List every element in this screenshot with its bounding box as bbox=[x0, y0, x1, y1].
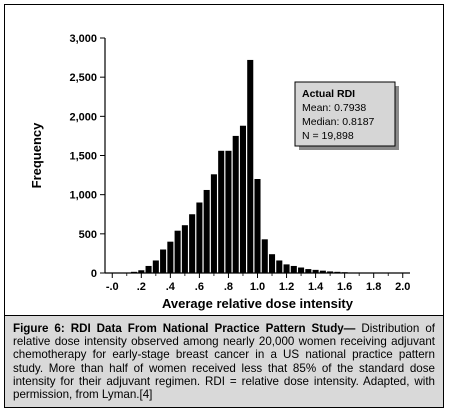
bar bbox=[189, 214, 196, 273]
bar bbox=[298, 267, 305, 273]
bar bbox=[276, 260, 283, 273]
bar bbox=[268, 254, 276, 273]
x-tick-label: .6 bbox=[195, 281, 204, 293]
bar bbox=[319, 270, 326, 273]
stats-box-mean: Mean: 0.7938 bbox=[302, 102, 366, 114]
bar bbox=[232, 135, 239, 273]
y-tick-label: 3,000 bbox=[69, 33, 97, 45]
stats-box-n: N = 19,898 bbox=[302, 130, 354, 142]
x-tick-label: .2 bbox=[137, 281, 146, 293]
y-axis-ticks: 0 500 1,000 1,500 2,000 2,500 3,000 bbox=[69, 33, 105, 280]
x-axis-title: Average relative dose intensity bbox=[162, 296, 354, 311]
y-axis-title: Frequency bbox=[29, 122, 44, 189]
y-tick-label: 2,000 bbox=[69, 111, 97, 123]
y-tick-label: 0 bbox=[91, 268, 97, 280]
bar bbox=[290, 265, 297, 273]
y-tick-label: 1,500 bbox=[69, 151, 97, 163]
x-tick-label: 1.0 bbox=[250, 281, 265, 293]
bar bbox=[327, 271, 334, 273]
bar bbox=[312, 269, 319, 273]
bar bbox=[174, 230, 181, 273]
x-axis-ticks: -.0 .2 .4 .6 .8 1.0 1.2 1.4 1.6 1.8 2.0 bbox=[106, 273, 410, 293]
bar bbox=[218, 150, 225, 273]
y-tick-label: 1,000 bbox=[69, 190, 97, 202]
bar bbox=[167, 241, 174, 273]
bar bbox=[203, 189, 210, 273]
bar bbox=[160, 249, 167, 273]
x-tick-label: 2.0 bbox=[395, 281, 410, 293]
figure-panel: 0 500 1,000 1,500 2,000 2,500 3,000 -.0 .2 .4 .6.… bbox=[4, 4, 444, 316]
bar bbox=[239, 125, 247, 273]
x-tick-label: .4 bbox=[166, 281, 176, 293]
bar bbox=[181, 225, 188, 273]
bar bbox=[152, 260, 159, 273]
bar bbox=[210, 174, 217, 273]
stats-box-title: Actual RDI bbox=[302, 88, 355, 100]
y-tick-label: 2,500 bbox=[69, 72, 97, 84]
x-tick-label: 1.4 bbox=[308, 281, 324, 293]
bar bbox=[283, 264, 290, 273]
x-tick-label: -.0 bbox=[106, 281, 119, 293]
x-tick-label: .8 bbox=[224, 281, 233, 293]
bar bbox=[138, 270, 145, 273]
x-tick-label: 1.6 bbox=[337, 281, 352, 293]
bars-group bbox=[131, 59, 348, 273]
caption-body: Distribution of relative dose intensity … bbox=[13, 322, 435, 402]
bar bbox=[145, 265, 152, 273]
y-tick-label: 500 bbox=[79, 229, 97, 241]
caption-title: Figure 6: RDI Data From National Practic… bbox=[13, 322, 356, 335]
stats-box-panel bbox=[294, 81, 396, 147]
bar bbox=[254, 179, 261, 273]
histogram-chart: 0 500 1,000 1,500 2,000 2,500 3,000 -.0 .2 .4 .6.… bbox=[29, 33, 410, 311]
stats-box-median: Median: 0.8187 bbox=[302, 116, 375, 128]
bar bbox=[225, 150, 232, 273]
bar bbox=[261, 239, 268, 273]
x-tick-label: 1.8 bbox=[366, 281, 381, 293]
figure-caption: Figure 6: RDI Data From National Practic… bbox=[4, 316, 444, 408]
bar bbox=[196, 202, 203, 273]
stats-box: Actual RDI Mean: 0.7938 Median: 0.8187 N… bbox=[294, 81, 399, 150]
bar bbox=[305, 269, 312, 273]
x-tick-label: 1.2 bbox=[279, 281, 294, 293]
bar bbox=[247, 59, 254, 273]
